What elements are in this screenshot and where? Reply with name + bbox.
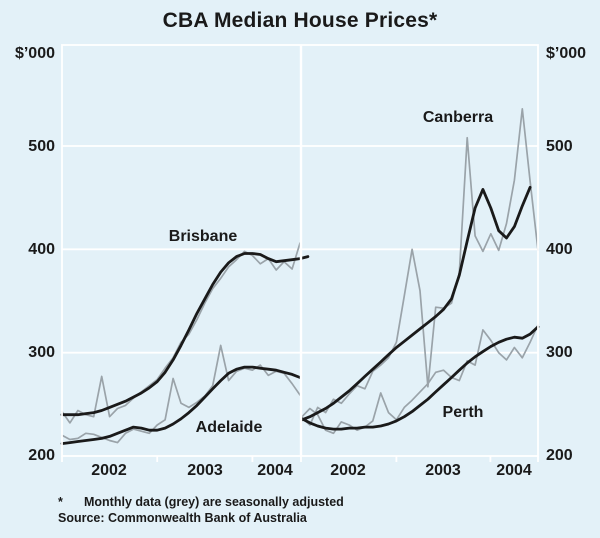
footnote-text: Monthly data (grey) are seasonally adjus…: [84, 495, 344, 509]
footnote-asterisk: *: [58, 495, 63, 509]
x-tick-label-2004-left: 2004: [257, 462, 293, 479]
y-tick-label-400-right: 400: [546, 241, 573, 258]
y-tick-label-400-left: 400: [28, 241, 55, 258]
x-tick-label-2002-right: 2002: [330, 462, 366, 479]
series-label-brisbane: Brisbane: [168, 228, 238, 245]
y-tick-label-300-right: 300: [546, 344, 573, 361]
y-tick-label-500-right: 500: [546, 138, 573, 155]
chart-title: CBA Median House Prices*: [162, 9, 438, 32]
x-tick-label-2003-left: 2003: [187, 462, 223, 479]
x-tick-label-2002-left: 2002: [91, 462, 127, 479]
y-tick-label-300-left: 300: [28, 344, 55, 361]
x-tick-label-2003-right: 2003: [425, 462, 461, 479]
y-tick-label-200-left: 200: [28, 447, 55, 464]
series-label-adelaide: Adelaide: [195, 419, 263, 436]
y-axis-unit-right: $’000: [546, 45, 587, 62]
series-label-perth: Perth: [442, 404, 484, 421]
series-label-canberra: Canberra: [422, 109, 494, 126]
y-tick-label-500-left: 500: [28, 138, 55, 155]
x-tick-label-2004-right: 2004: [496, 462, 532, 479]
y-tick-label-200-right: 200: [546, 447, 573, 464]
y-axis-unit-left: $’000: [14, 45, 55, 62]
source-text: Source: Commonwealth Bank of Australia: [58, 511, 307, 525]
